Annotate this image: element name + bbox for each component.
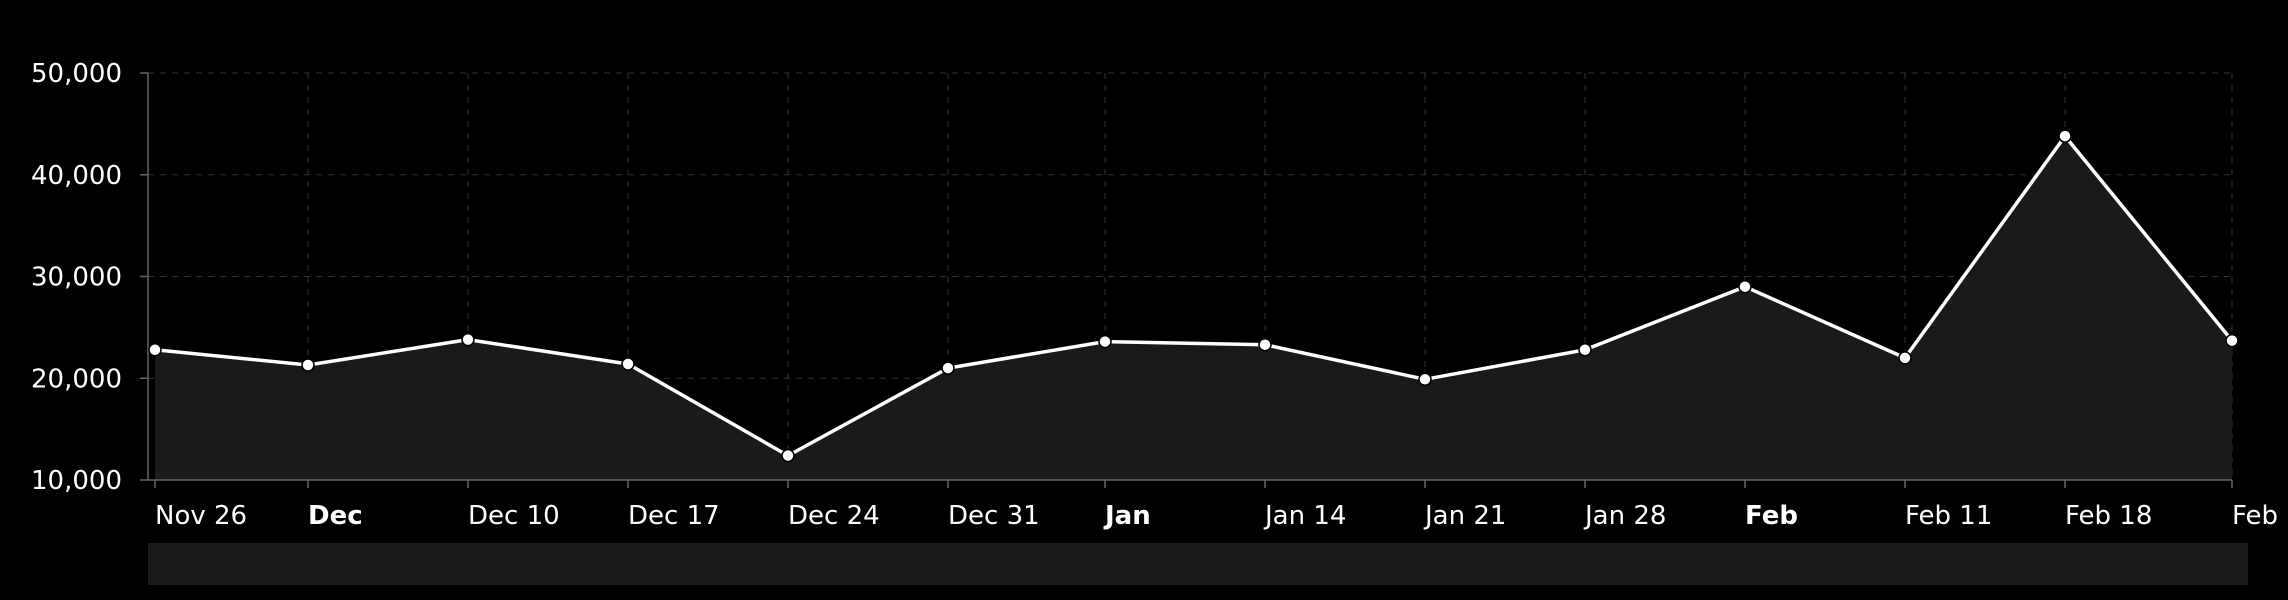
x-tick-label: Nov 26 [155, 501, 247, 531]
data-point[interactable] [1578, 343, 1592, 357]
x-tick-label: Feb [1745, 501, 1798, 531]
x-tick-label: Jan 14 [1263, 501, 1346, 531]
x-tick-label: Dec 31 [948, 501, 1040, 531]
scrollbar-track[interactable] [148, 543, 2248, 585]
x-axis-tick-labels: Nov 26 Dec Dec 10 Dec 17 Dec 24 Dec 31 Jan Jan … [155, 501, 2278, 531]
x-tick-label: Dec 24 [788, 501, 880, 531]
data-point[interactable] [301, 358, 315, 372]
data-point[interactable] [2225, 333, 2239, 348]
data-point[interactable] [461, 332, 475, 347]
data-point[interactable] [941, 361, 955, 375]
data-point[interactable] [621, 357, 635, 371]
x-tick-label: Feb 11 [1905, 501, 1992, 531]
data-point[interactable] [1258, 337, 1272, 352]
area-fill-layer [155, 136, 2232, 480]
series-area-fill [155, 136, 2232, 480]
x-tick-label: Dec 17 [628, 501, 720, 531]
axes [140, 72, 2233, 488]
y-tick-label: 50,000 [31, 59, 122, 89]
data-points [148, 129, 2239, 463]
data-point[interactable] [2058, 129, 2072, 143]
y-tick-label: 40,000 [31, 161, 122, 191]
data-point[interactable] [148, 343, 162, 357]
y-tick-label: 20,000 [31, 364, 122, 394]
data-point[interactable] [1098, 334, 1112, 349]
series-line [154, 134, 2234, 458]
x-tick-label: Jan 21 [1423, 501, 1506, 531]
y-tick-label: 10,000 [31, 466, 122, 496]
series-line-layer [154, 134, 2234, 458]
x-tick-label: Jan [1103, 501, 1151, 531]
x-tick-label: Jan 28 [1583, 501, 1666, 531]
x-tick-label: Dec [308, 501, 363, 531]
x-tick-label: Feb [2232, 501, 2278, 531]
data-point[interactable] [1418, 372, 1432, 387]
x-tick-label: Feb 18 [2065, 501, 2152, 531]
data-point[interactable] [1898, 351, 1912, 365]
x-tick-label: Dec 10 [468, 501, 560, 531]
data-point[interactable] [1738, 279, 1752, 294]
y-tick-label: 30,000 [31, 263, 122, 293]
data-point[interactable] [781, 448, 795, 463]
y-axis-tick-labels: 10,000 20,000 30,000 40,000 50,000 [31, 59, 122, 496]
